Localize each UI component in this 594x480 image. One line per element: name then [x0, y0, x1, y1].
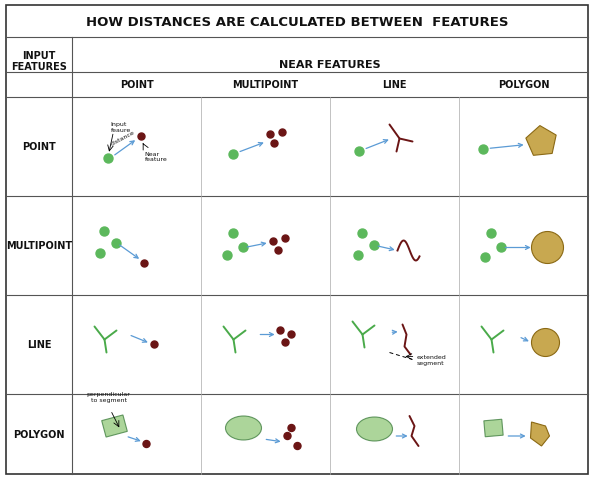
Text: LINE: LINE [27, 340, 51, 350]
Circle shape [112, 240, 121, 249]
Circle shape [141, 261, 148, 267]
Polygon shape [526, 126, 556, 156]
Circle shape [355, 148, 364, 156]
Polygon shape [530, 422, 549, 446]
Text: POINT: POINT [22, 142, 56, 152]
Circle shape [223, 252, 232, 261]
Bar [102, 415, 127, 437]
Ellipse shape [226, 416, 261, 440]
Circle shape [277, 327, 284, 334]
Circle shape [270, 239, 277, 245]
Circle shape [497, 243, 506, 252]
Text: Input
feaure: Input feaure [110, 121, 131, 132]
Text: MULTIPOINT: MULTIPOINT [232, 80, 299, 90]
Circle shape [229, 151, 238, 160]
Circle shape [532, 329, 560, 357]
Circle shape [481, 253, 490, 263]
Circle shape [143, 441, 150, 447]
Text: POLYGON: POLYGON [498, 80, 549, 90]
Circle shape [279, 130, 286, 137]
Text: Near
feature: Near feature [144, 151, 168, 162]
Ellipse shape [356, 417, 393, 441]
Circle shape [532, 232, 564, 264]
Text: INPUT
FEATURES: INPUT FEATURES [11, 50, 67, 72]
Text: extended
segment: extended segment [416, 355, 446, 366]
Text: POLYGON: POLYGON [13, 429, 65, 439]
Circle shape [354, 252, 363, 261]
Circle shape [151, 341, 158, 348]
Circle shape [239, 243, 248, 252]
Text: distance: distance [110, 129, 136, 146]
Text: POINT: POINT [119, 80, 153, 90]
Circle shape [370, 241, 379, 251]
Text: NEAR FEATURES: NEAR FEATURES [279, 60, 381, 71]
Circle shape [282, 236, 289, 242]
Circle shape [288, 425, 295, 432]
Circle shape [271, 141, 278, 148]
Circle shape [487, 229, 496, 239]
Bar [484, 420, 503, 437]
Text: MULTIPOINT: MULTIPOINT [6, 241, 72, 251]
Circle shape [282, 339, 289, 346]
Circle shape [100, 228, 109, 237]
Text: HOW DISTANCES ARE CALCULATED BETWEEN  FEATURES: HOW DISTANCES ARE CALCULATED BETWEEN FEA… [86, 15, 508, 28]
Text: perpendicular
to segment: perpendicular to segment [87, 391, 131, 402]
Circle shape [229, 229, 238, 239]
Circle shape [138, 134, 145, 141]
Circle shape [358, 229, 367, 239]
Text: LINE: LINE [383, 80, 407, 90]
Circle shape [294, 443, 301, 450]
Circle shape [284, 432, 291, 440]
Circle shape [104, 155, 113, 164]
Circle shape [479, 146, 488, 155]
Circle shape [96, 250, 105, 258]
Circle shape [275, 248, 282, 254]
Circle shape [288, 331, 295, 338]
Circle shape [267, 132, 274, 139]
